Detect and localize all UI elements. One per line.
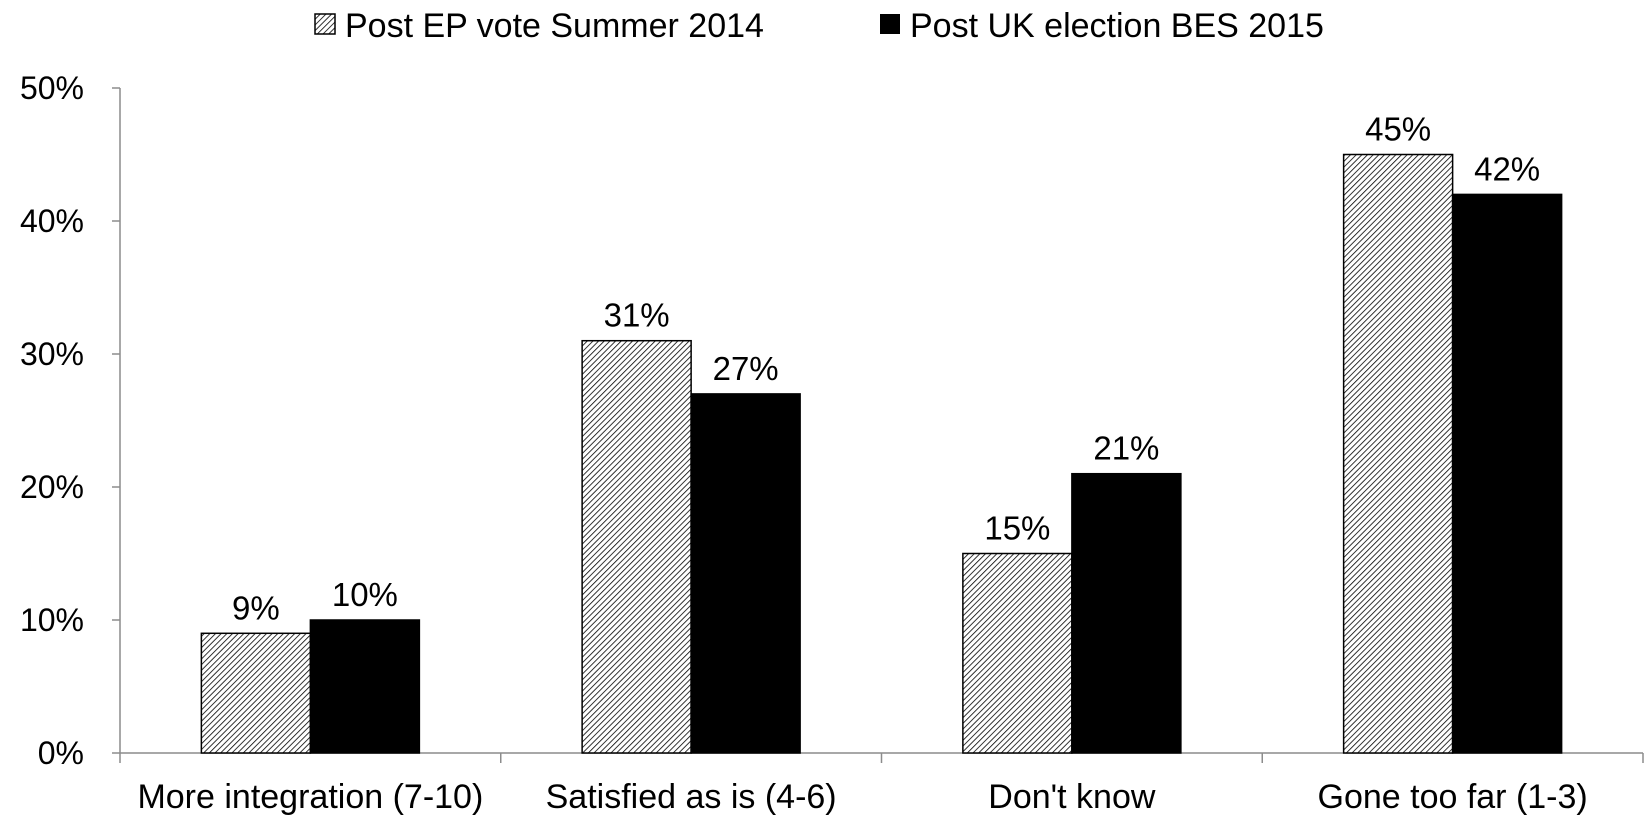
bar <box>690 393 801 754</box>
data-labels: 9% 31% 15% 45% 10% 27% 21% 42% <box>232 111 1540 627</box>
y-tick-label: 30% <box>20 336 84 372</box>
bar <box>1342 153 1454 754</box>
legend: Post EP vote Summer 2014 Post UK electio… <box>314 7 1324 45</box>
data-label: 21% <box>1093 430 1159 467</box>
data-label: 10% <box>332 576 398 613</box>
bar <box>309 619 421 754</box>
y-tick-label: 10% <box>20 602 84 638</box>
data-label: 31% <box>604 297 670 334</box>
x-category-label: More integration (7-10) <box>137 778 483 816</box>
data-label: 15% <box>984 510 1050 547</box>
bar <box>1071 472 1182 754</box>
x-category-label: Gone too far (1-3) <box>1318 778 1588 816</box>
y-tick-label: 40% <box>20 203 84 239</box>
y-tick-label: 20% <box>20 469 84 505</box>
legend-label-series-1: Post EP vote Summer 2014 <box>345 7 764 45</box>
bars <box>200 153 1563 754</box>
bar <box>1451 193 1563 754</box>
data-label: 9% <box>232 589 280 626</box>
legend-swatch-hatched <box>314 13 336 35</box>
y-tick-label: 50% <box>20 70 84 106</box>
legend-label-series-2: Post UK election BES 2015 <box>910 7 1324 45</box>
bar <box>581 339 692 754</box>
x-category-label: Don't know <box>988 778 1156 816</box>
x-category-label: Satisfied as is (4-6) <box>546 778 837 816</box>
y-tick-label: 0% <box>38 735 84 771</box>
data-label: 45% <box>1365 111 1431 148</box>
data-label: 42% <box>1474 150 1540 187</box>
legend-swatch-solid <box>880 14 900 34</box>
axes: 0% 10% 20% 30% 40% 50% More integration (7-10)… <box>20 70 1644 816</box>
bar <box>200 632 312 754</box>
data-label: 27% <box>713 350 779 387</box>
bar <box>962 552 1073 754</box>
